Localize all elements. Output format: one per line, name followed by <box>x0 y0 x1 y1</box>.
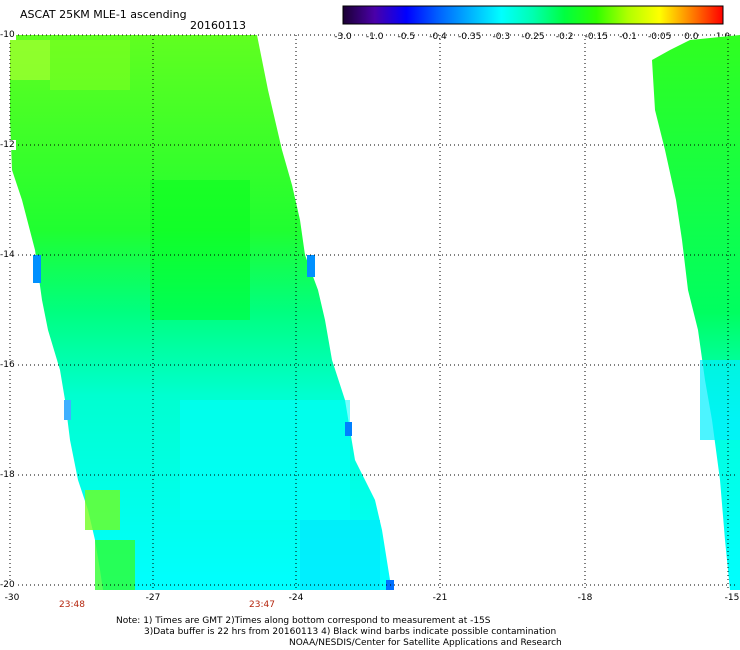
swath-patch <box>150 180 250 320</box>
longitude-label: -15 <box>724 593 740 603</box>
longitude-label: -24 <box>288 593 304 603</box>
latitude-label: -10 <box>0 30 16 40</box>
swath-patch <box>10 40 50 80</box>
swath-right <box>652 35 740 590</box>
color-scale-tick: -0.35 <box>458 32 482 42</box>
color-scale-bar <box>342 5 724 25</box>
color-scale-tick: -0.05 <box>648 32 672 42</box>
swath-patch <box>300 520 380 590</box>
swath-patch <box>50 40 130 90</box>
map-title: ASCAT 25KM MLE-1 ascending <box>20 8 187 21</box>
latitude-label: -16 <box>0 360 16 370</box>
swath-patch <box>85 490 120 530</box>
swath-patch <box>180 400 350 520</box>
color-scale-tick: -3.0 <box>334 32 352 42</box>
swath-patch <box>307 255 315 277</box>
color-scale-tick: -0.1 <box>619 32 637 42</box>
swath-patch <box>95 540 135 590</box>
swath-patch <box>345 422 352 436</box>
longitude-label: -21 <box>432 593 448 603</box>
color-scale-tick: 0.0 <box>684 32 699 42</box>
swath-patch <box>700 360 740 440</box>
longitude-label: -18 <box>577 593 593 603</box>
note-line-1: Note: 1) Times are GMT 2)Times along bot… <box>116 616 491 626</box>
color-scale-tick: -0.25 <box>521 32 545 42</box>
color-scale-legend: -3.0 -1.0 -0.5 -0.4 -0.35 -0.3 -0.25 -0.2 -0.15 -… <box>334 5 730 45</box>
color-scale-tick: -0.3 <box>492 32 511 42</box>
time-label: 23:47 <box>249 600 275 610</box>
latitude-label: -12 <box>0 140 16 150</box>
color-scale-tick: -0.2 <box>555 32 574 42</box>
longitude-label: -27 <box>145 593 161 603</box>
map-date: 20160113 <box>190 19 246 32</box>
graticule <box>9 34 738 590</box>
latitude-label: -20 <box>0 580 16 590</box>
swath-patch <box>64 400 71 420</box>
latitude-label: -18 <box>0 470 16 480</box>
swath-left <box>10 35 394 590</box>
latitude-label: -14 <box>0 250 16 260</box>
color-scale-tick: -0.4 <box>429 32 447 42</box>
color-scale-tick: -0.5 <box>397 32 416 42</box>
note-line-2: 3)Data buffer is 22 hrs from 20160113 4)… <box>144 627 557 637</box>
note-line-3: NOAA/NESDIS/Center for Satellite Applica… <box>289 638 562 648</box>
color-scale-tick: -0.15 <box>584 32 608 42</box>
color-scale-tick: -1.0 <box>365 32 384 42</box>
color-scale-gradient <box>342 5 724 25</box>
longitude-label: -30 <box>4 593 20 603</box>
time-label: 23:48 <box>59 600 85 610</box>
swath-patch <box>33 255 41 283</box>
